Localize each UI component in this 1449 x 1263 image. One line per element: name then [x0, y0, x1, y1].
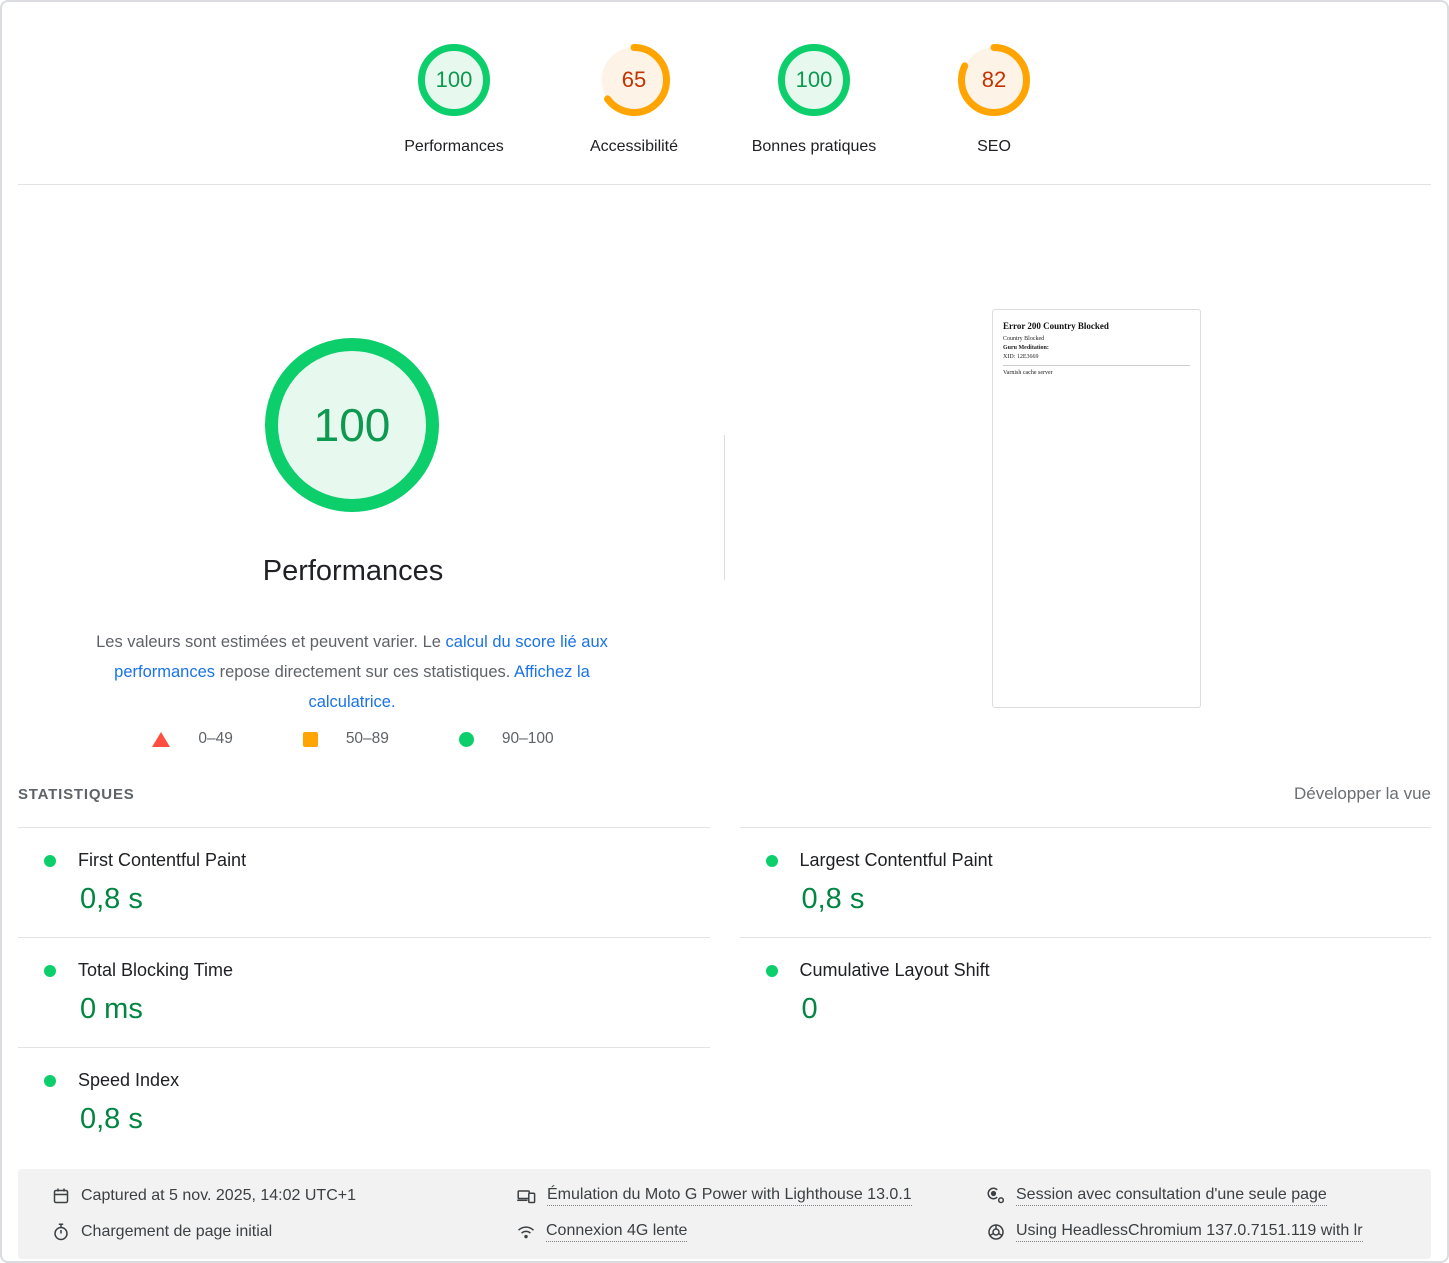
session-type-item: Session avec consultation d'une seule pa… — [987, 1178, 1363, 1214]
calendar-icon — [53, 1188, 69, 1204]
header-divider — [18, 184, 1431, 185]
footer-column-capture: Captured at 5 nov. 2025, 14:02 UTC+1 Cha… — [52, 1178, 356, 1250]
metric-largest-contentful-paint: Largest Contentful Paint 0,8 s — [739, 827, 1431, 937]
wifi-icon — [517, 1226, 535, 1239]
metric-value: 0,8 s — [80, 1103, 143, 1135]
score-gauge: 82 — [958, 44, 1030, 116]
score-gauge: 100 — [778, 44, 850, 116]
score-value: 82 — [981, 67, 1007, 92]
metrics-column-right: Largest Contentful Paint 0,8 s Cumulativ… — [739, 827, 1431, 1157]
score-calculation-link[interactable]: calcul du score lié aux performances — [114, 632, 608, 681]
metric-name: Cumulative Layout Shift — [799, 960, 990, 980]
performance-section-title: Performances — [262, 555, 444, 587]
session-type-text: Session avec consultation d'une seule pa… — [1016, 1186, 1327, 1206]
thumbnail-text: Country Blocked — [1003, 336, 1045, 342]
score-value: 100 — [435, 67, 473, 92]
thumbnail-text: Guru Meditation: — [1003, 345, 1049, 351]
legend-range: 0–49 — [198, 730, 233, 747]
score-value: 65 — [621, 67, 647, 92]
metric-pass-dot-icon — [44, 854, 56, 867]
gauge-ring-icon — [418, 44, 490, 116]
score-legend: 0–49 50–89 90–100 — [2, 730, 704, 748]
statistics-heading: STATISTIQUES — [18, 785, 135, 803]
score-gauge: 100 — [418, 44, 490, 116]
metrics-column-left: First Contentful Paint 0,8 s Total Block… — [18, 827, 710, 1157]
category-gauge-seo[interactable]: 82 SEO — [909, 44, 1079, 156]
metric-pass-dot-icon — [765, 964, 778, 977]
metrics-grid: First Contentful Paint 0,8 s Total Block… — [18, 827, 1431, 1157]
network-throttle-text: Connexion 4G lente — [546, 1222, 688, 1242]
legend-range: 90–100 — [501, 730, 554, 747]
calculator-link[interactable]: Affichez la calculatrice. — [308, 662, 590, 711]
network-throttle-item: Connexion 4G lente — [517, 1214, 912, 1250]
average-square-icon — [302, 731, 318, 747]
performance-score-value: 100 — [313, 399, 391, 451]
metric-name: Total Blocking Time — [78, 960, 234, 980]
description-text: Les valeurs sont estimées et peuvent var… — [96, 632, 446, 651]
metric-name: Largest Contentful Paint — [799, 850, 993, 870]
thumbnail-divider — [1003, 365, 1190, 366]
gauge-ring-icon — [778, 44, 850, 116]
stopwatch-icon — [54, 1223, 68, 1241]
legend-item-average: 50–89 — [302, 730, 389, 748]
score-value: 100 — [795, 67, 833, 92]
gauge-ring-icon — [958, 44, 1030, 116]
performance-score-gauge: 100 — [265, 338, 439, 512]
metric-pass-dot-icon — [765, 854, 778, 867]
score-gauge: 100 — [265, 338, 439, 512]
expand-view-button[interactable]: Développer la vue — [1293, 784, 1431, 803]
load-type-text: Chargement de page initial — [81, 1223, 273, 1240]
page-screenshot-thumbnail: Error 200 Country Blocked Country Blocke… — [992, 309, 1201, 708]
statistics-header: STATISTIQUES Développer la vue — [18, 784, 1431, 804]
legend-item-fail: 0–49 — [152, 730, 233, 748]
browser-version-text: Using HeadlessChromium 137.0.7151.119 wi… — [1016, 1222, 1363, 1242]
report-footer: Captured at 5 nov. 2025, 14:02 UTC+1 Cha… — [18, 1169, 1431, 1259]
category-label: Bonnes pratiques — [751, 138, 877, 155]
metric-value: 0 ms — [80, 993, 143, 1025]
footer-column-emulation: Émulation du Moto G Power with Lighthous… — [517, 1178, 912, 1250]
load-type-item: Chargement de page initial — [52, 1214, 356, 1250]
capture-time-text: Captured at 5 nov. 2025, 14:02 UTC+1 — [81, 1187, 356, 1204]
metric-name: First Contentful Paint — [78, 850, 247, 870]
gauge-ring-icon — [598, 44, 670, 116]
metric-pass-dot-icon — [44, 964, 56, 977]
footer-column-session: Session avec consultation d'une seule pa… — [987, 1178, 1363, 1250]
fail-triangle-icon — [152, 731, 171, 747]
metric-total-blocking-time: Total Blocking Time 0 ms — [18, 937, 710, 1047]
metric-pass-dot-icon — [44, 1074, 56, 1087]
metric-value: 0,8 s — [801, 883, 865, 915]
metric-first-contentful-paint: First Contentful Paint 0,8 s — [18, 827, 710, 937]
capture-time-item: Captured at 5 nov. 2025, 14:02 UTC+1 — [52, 1178, 356, 1214]
category-gauge-bonnes-pratiques[interactable]: 100 Bonnes pratiques — [729, 44, 899, 156]
devices-icon — [517, 1190, 536, 1204]
legend-item-pass: 90–100 — [458, 730, 554, 748]
category-label: Performances — [404, 138, 504, 155]
legend-range: 50–89 — [345, 730, 389, 747]
browser-version-item: Using HeadlessChromium 137.0.7151.119 wi… — [987, 1214, 1363, 1250]
category-label: Accessibilité — [589, 138, 679, 155]
score-gauge: 65 — [598, 44, 670, 116]
performance-description: Les valeurs sont estimées et peuvent var… — [74, 627, 630, 717]
pass-circle-icon — [458, 731, 474, 747]
chrome-icon — [988, 1224, 1004, 1240]
thumbnail-text: Varnish cache server — [1003, 370, 1053, 376]
session-pages-icon — [987, 1187, 1005, 1204]
category-gauge-performances[interactable]: 100 Performances — [369, 44, 539, 156]
metric-cumulative-layout-shift: Cumulative Layout Shift 0 — [739, 937, 1431, 1047]
metric-name: Speed Index — [78, 1070, 180, 1090]
description-text: repose directement sur ces statistiques. — [215, 662, 515, 681]
gauge-ring-icon — [265, 338, 439, 512]
category-label: SEO — [977, 138, 1011, 155]
column-divider — [724, 435, 725, 580]
device-emulation-text: Émulation du Moto G Power with Lighthous… — [547, 1186, 912, 1206]
thumbnail-text: XID: 12E3669 — [1003, 354, 1039, 360]
metric-speed-index: Speed Index 0,8 s — [18, 1047, 710, 1157]
metric-value: 0,8 s — [80, 883, 143, 915]
thumbnail-error-title: Error 200 Country Blocked — [1003, 321, 1109, 331]
device-emulation-item: Émulation du Moto G Power with Lighthous… — [517, 1178, 912, 1214]
metric-value: 0 — [801, 993, 818, 1025]
category-gauge-accessibilite[interactable]: 65 Accessibilité — [549, 44, 719, 156]
